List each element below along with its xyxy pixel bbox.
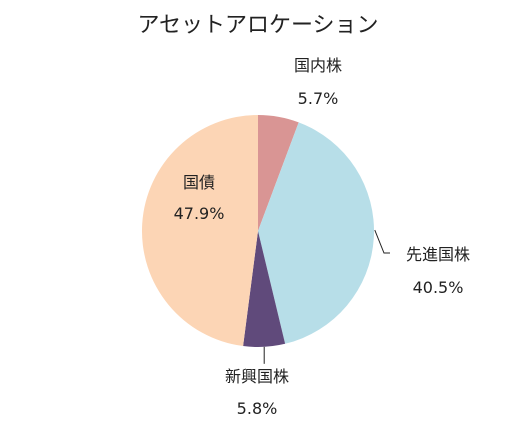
slice-value-domestic: 5.7% [298,89,339,108]
slice-label-bonds: 国債 [183,173,215,192]
slice-value-developed: 40.5% [413,278,464,297]
slice-developed [258,122,375,344]
slice-emerging [243,231,286,348]
slice-label-emerging: 新興国株 [225,367,289,386]
slice-label-developed: 先進国株 [406,245,470,264]
slice-value-bonds: 47.9% [174,204,225,223]
slice-label-domestic: 国内株 [294,56,342,75]
slice-bonds [141,114,258,347]
leader-line-developed [374,229,390,254]
slice-value-emerging: 5.8% [237,399,278,418]
slice-domestic [258,114,299,231]
chart-title: アセットアロケーション [137,13,378,38]
